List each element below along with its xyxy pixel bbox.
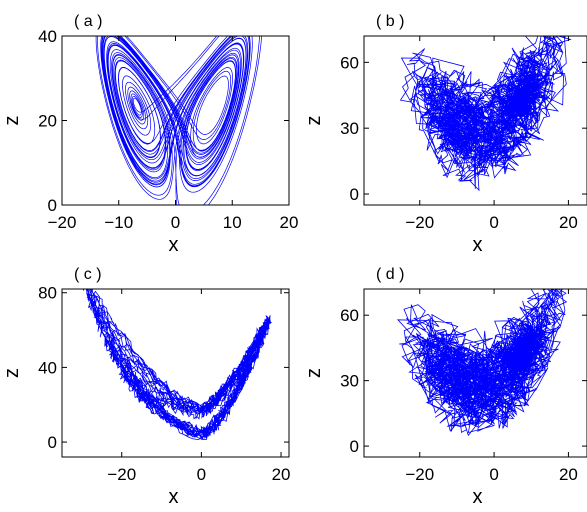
x-axis-label: x (473, 234, 483, 256)
y-tick-label: 30 (340, 119, 359, 138)
y-axis-label: z (303, 116, 325, 126)
y-axis-label: z (1, 116, 23, 126)
trajectory-line-a (95, 36, 263, 205)
panel-d: −20 0 20 0 30 60 x z ( d ) (303, 266, 587, 508)
y-tick-label: 0 (350, 185, 359, 204)
x-tick-label: 20 (559, 213, 578, 232)
y-tick-label: 30 (340, 372, 359, 391)
x-axis-label: x (473, 486, 483, 508)
panel-label-a: ( a ) (74, 13, 102, 30)
axes-frame-b (363, 35, 587, 206)
panel-c: −20 0 20 0 40 80 x z ( c ) (1, 266, 290, 508)
x-tick-label: 0 (489, 465, 498, 484)
axes-frame-c (61, 288, 290, 458)
panel-label-d: ( d ) (376, 266, 404, 283)
y-tick-label: 80 (38, 284, 57, 303)
axes-frame-d (363, 288, 587, 458)
y-tick-label: 0 (48, 433, 57, 452)
x-tick-label: 0 (171, 213, 180, 232)
x-tick-label: 20 (272, 465, 291, 484)
panel-a: −20 −10 0 10 20 0 20 40 x z ( a ) (1, 13, 299, 256)
panel-label-b: ( b ) (376, 13, 404, 30)
x-tick-label: −20 (405, 465, 434, 484)
y-tick-label: 40 (38, 27, 57, 46)
y-tick-label: 20 (38, 112, 57, 131)
x-tick-label: 20 (280, 213, 299, 232)
y-tick-label: 0 (48, 196, 57, 215)
x-tick-label: −10 (104, 213, 133, 232)
y-tick-label: 40 (38, 358, 57, 377)
x-tick-label: 0 (489, 213, 498, 232)
x-tick-label: −20 (405, 213, 434, 232)
x-tick-label: 20 (559, 465, 578, 484)
trajectory-line-d (396, 289, 568, 437)
y-tick-label: 0 (350, 437, 359, 456)
x-axis-label: x (169, 234, 179, 256)
x-tick-label: −20 (107, 465, 136, 484)
panel-label-c: ( c ) (74, 266, 102, 283)
x-tick-label: 10 (223, 213, 242, 232)
x-tick-label: 0 (197, 465, 206, 484)
trajectory-line-c (82, 289, 273, 441)
panel-b: −20 0 20 0 30 60 x z ( b ) (303, 13, 587, 256)
x-axis-label: x (169, 486, 179, 508)
y-tick-label: 60 (340, 53, 359, 72)
trajectory-line-b (399, 36, 572, 192)
x-tick-label: −20 (48, 213, 77, 232)
y-axis-label: z (1, 368, 23, 378)
y-axis-label: z (303, 368, 325, 378)
y-tick-label: 60 (340, 306, 359, 325)
